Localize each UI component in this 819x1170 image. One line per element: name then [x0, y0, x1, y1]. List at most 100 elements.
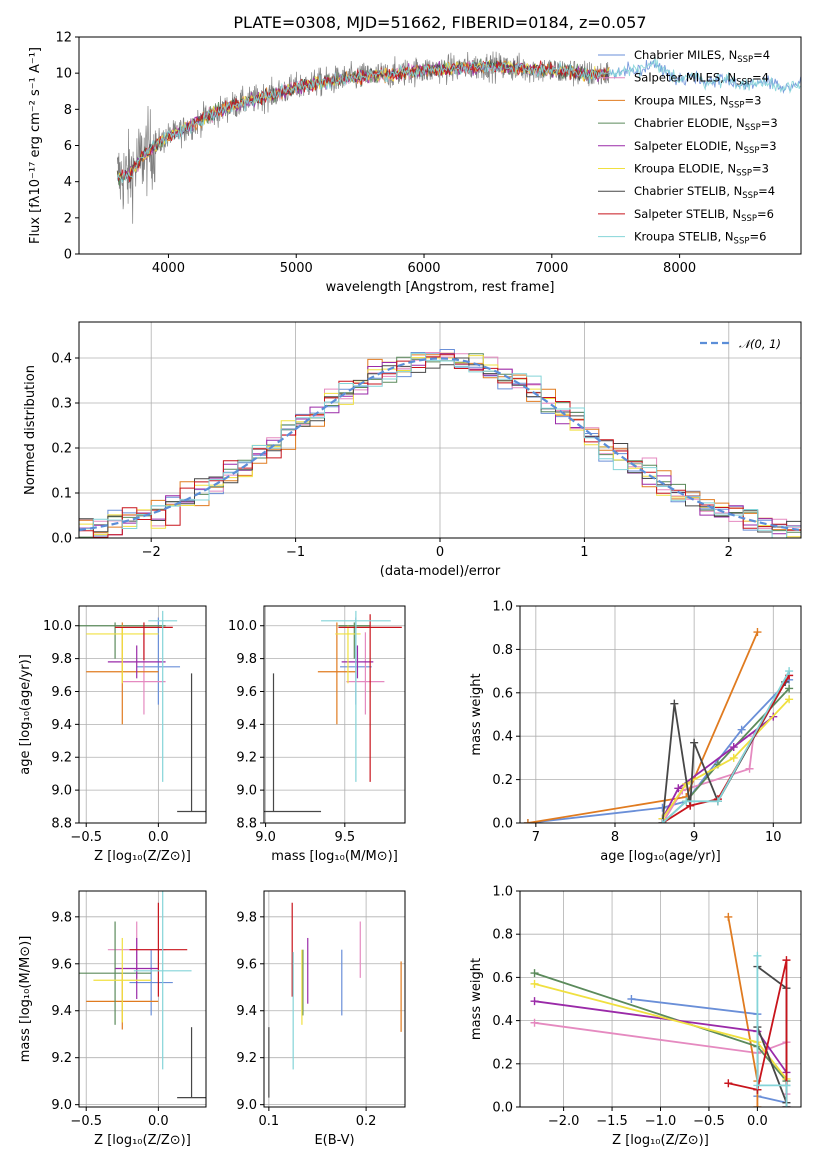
- series-8-line: [756, 955, 788, 1107]
- legend-tail: =3: [760, 139, 777, 153]
- y-tick-label: 0.2: [492, 1057, 513, 1072]
- legend-label: Salpeter MILES, N: [634, 71, 736, 85]
- legend-sub: SSP: [741, 214, 757, 224]
- y-tick-label: 0.6: [492, 971, 513, 986]
- panel-weight-vs-age: 7 8 9 10 0.0 0.2 0.4 0.6 0.8 1.0 age [log₁₀(age/yr…: [469, 600, 802, 864]
- series-4-marker: [530, 997, 539, 1006]
- x-tick-label: 0.1: [259, 1114, 280, 1129]
- y-axis-label: age [log₁₀(age/yr)]: [18, 654, 33, 775]
- y-tick-label: 0.6: [492, 686, 513, 701]
- histogram-series-5: [79, 355, 801, 538]
- series-0-marker: [658, 803, 667, 812]
- histogram-series-8: [79, 352, 801, 538]
- y-tick-label: 9.6: [236, 957, 257, 972]
- x-tick-label: 2: [725, 545, 733, 560]
- legend-tail: =3: [752, 162, 769, 176]
- legend-label: Kroupa ELODIE, N: [634, 162, 736, 176]
- x-tick-label: 8: [611, 830, 619, 845]
- y-tick-label: 0.2: [51, 442, 72, 457]
- x-tick-label: 10: [765, 830, 782, 845]
- x-tick-label: 7000: [535, 261, 568, 276]
- y-tick-label: 9.4: [51, 718, 72, 733]
- legend-entry-6: Chabrier STELIB, NSSP=4: [634, 184, 775, 201]
- y-tick-label: 2: [64, 211, 72, 226]
- legend-sub: SSP: [745, 123, 761, 133]
- plot-area-spectrum: [116, 51, 801, 224]
- y-tick-label: 9.6: [236, 685, 257, 700]
- axes-frame: [78, 605, 207, 824]
- y-tick-label: 0.0: [51, 532, 72, 547]
- series-7-line: [728, 959, 788, 1107]
- axes-frame: [519, 890, 802, 1108]
- panel-weight-vs-z: −2.0 −1.5 −1.0 −0.5 0.0 0.0 0.2 0.4 0.6 0.8 1.0 Z […: [469, 885, 802, 1148]
- axes-frame: [78, 890, 207, 1108]
- legend-label: Kroupa STELIB, N: [634, 230, 734, 244]
- chart-title: PLATE=0308, MJD=51662, FIBERID=0184, z=0…: [233, 13, 646, 32]
- series-8-marker: [753, 951, 762, 960]
- normal-curve-line: [79, 357, 801, 532]
- x-tick-label: 8000: [663, 261, 696, 276]
- x-tick-label: 9.0: [255, 830, 276, 845]
- model-line-0: [589, 59, 801, 95]
- y-tick-label: 8: [64, 103, 72, 118]
- x-tick-label: −1: [286, 545, 305, 560]
- series-0-marker: [737, 725, 746, 734]
- y-tick-label: 9.0: [51, 1098, 72, 1113]
- axes-frame: [78, 36, 802, 255]
- x-tick-label: 1: [580, 545, 588, 560]
- plot-area-mass-vs-ebv: [268, 902, 402, 1098]
- y-tick-label: 10.0: [43, 619, 72, 634]
- y-tick-label: 0.2: [492, 773, 513, 788]
- series-7-marker: [686, 801, 695, 810]
- x-axis-label: Z [log₁₀(Z/Z⊙)]: [612, 1133, 709, 1148]
- y-tick-label: 9.8: [51, 910, 72, 925]
- panel-residual-hist: −2 −1 0 1 2 0.0 0.1 0.2 0.3 0.4 (data-model)/error…: [23, 321, 802, 579]
- series-4-marker: [674, 784, 683, 793]
- series-8-marker: [658, 819, 667, 823]
- legend-sub: SSP: [729, 100, 745, 110]
- x-tick-label: 5000: [280, 261, 313, 276]
- x-axis-label: age [log₁₀(age/yr)]: [600, 849, 721, 864]
- legend-sub: SSP: [742, 191, 758, 201]
- y-tick-label: 10.0: [228, 619, 257, 634]
- x-axis-label: wavelength [Angstrom, rest frame]: [326, 280, 555, 295]
- series-3-marker: [785, 684, 794, 693]
- y-tick-label: 9.2: [51, 1051, 72, 1066]
- series-5-marker: [729, 753, 738, 762]
- legend-tail: =6: [749, 230, 766, 244]
- axes-frame: [519, 605, 802, 824]
- plot-area-age-vs-mass: [264, 610, 402, 813]
- y-tick-label: 9.2: [51, 751, 72, 766]
- series-5-line: [661, 698, 790, 820]
- legend-label: Kroupa MILES, N: [634, 93, 729, 107]
- series-8-marker: [713, 797, 722, 806]
- x-tick-label: −0.5: [70, 830, 102, 845]
- series-6-marker: [690, 738, 699, 747]
- x-axis-label: E(B-V): [314, 1133, 354, 1148]
- series-8-marker: [753, 1081, 762, 1090]
- series-8-marker: [785, 667, 794, 676]
- y-tick-label: 9.2: [236, 751, 257, 766]
- axes-frame: [263, 890, 406, 1108]
- y-tick-label: 9.8: [236, 652, 257, 667]
- legend-tail: =4: [758, 184, 775, 198]
- series-1-marker: [530, 1018, 539, 1027]
- legend-entry-2: Kroupa MILES, NSSP=3: [634, 93, 761, 110]
- y-tick-label: 9.2: [236, 1051, 257, 1066]
- y-tick-label: 9.8: [51, 652, 72, 667]
- series-3-marker: [530, 969, 539, 978]
- plot-area-mass-vs-z: [79, 891, 206, 1099]
- series-8-marker: [682, 797, 691, 806]
- legend-sub: SSP: [737, 55, 753, 65]
- legend-tail: =6: [757, 207, 774, 221]
- legend-entry-8: Kroupa STELIB, NSSP=6: [634, 230, 766, 247]
- y-tick-label: 0.1: [51, 487, 72, 502]
- y-tick-label: 0.0: [492, 1101, 513, 1116]
- legend-sub: SSP: [744, 146, 760, 156]
- plot-area-residual-hist: [79, 349, 801, 538]
- panel-mass-vs-z: −0.5 0.0 9.0 9.2 9.4 9.6 9.8 Z [log₁₀(Z/Z⊙)] mas…: [18, 890, 207, 1148]
- y-axis-label: mass [log₁₀(M/M⊙)]: [18, 936, 33, 1063]
- plot-area-age-vs-z: [79, 610, 206, 813]
- y-tick-label: 9.4: [236, 1004, 257, 1019]
